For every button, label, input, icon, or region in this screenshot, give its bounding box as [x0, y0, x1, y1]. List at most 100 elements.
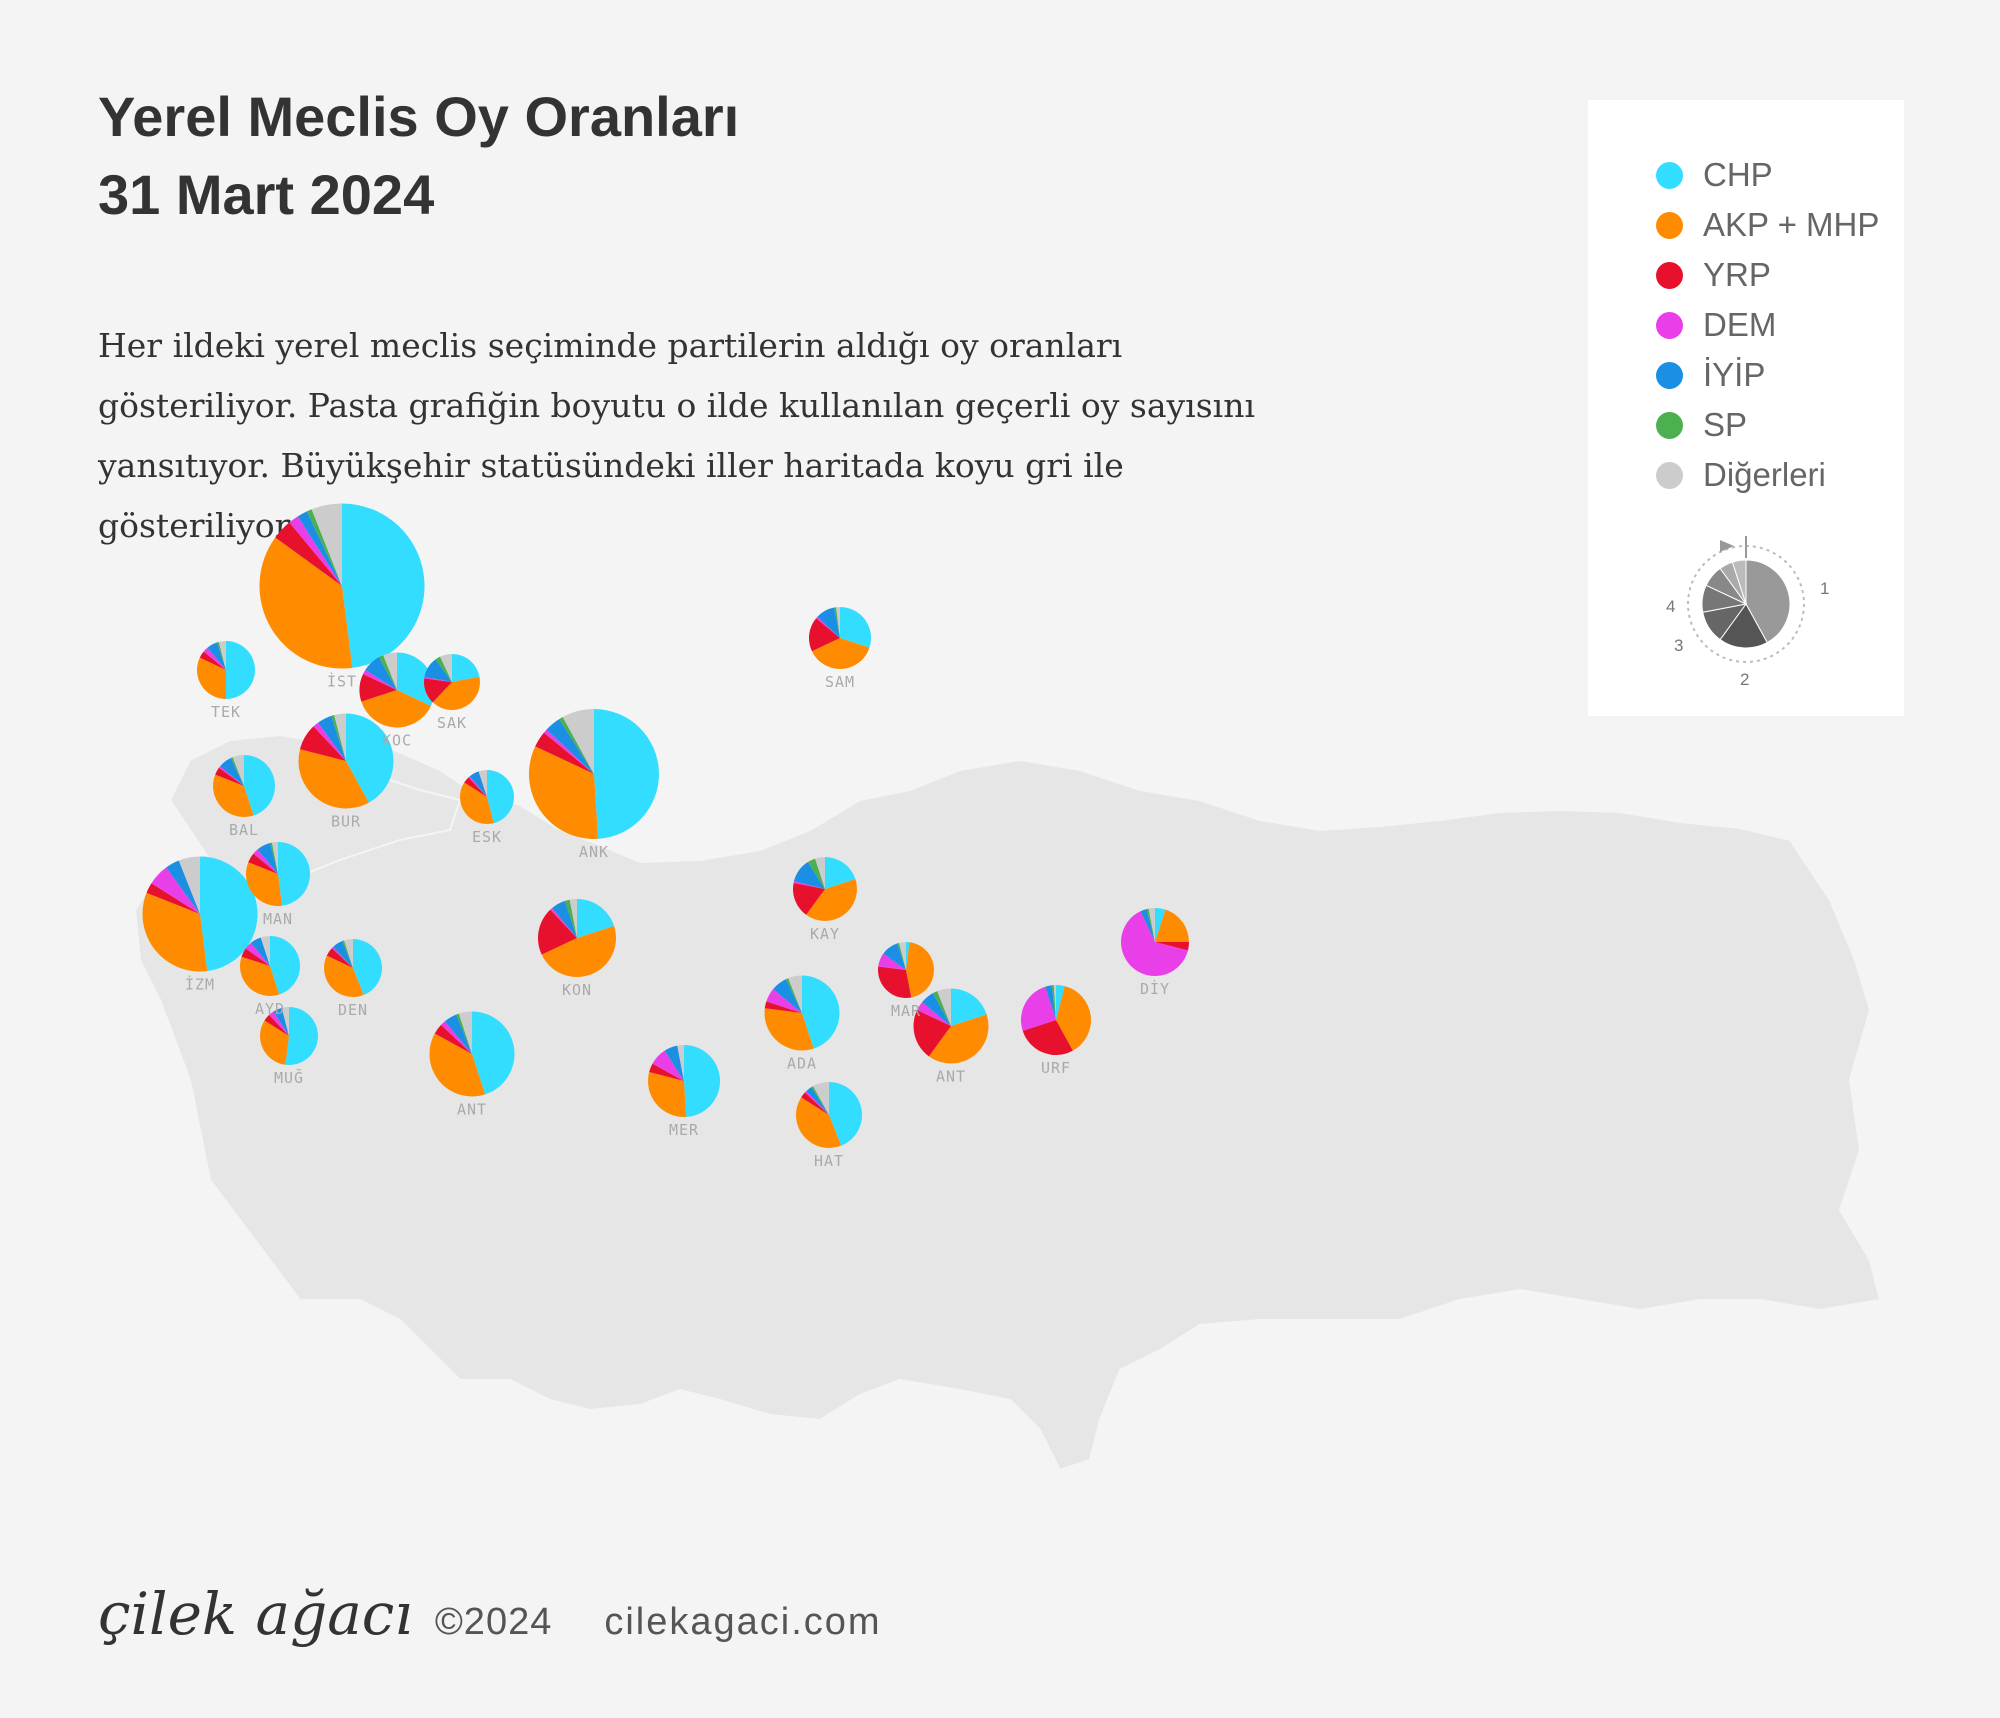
pie-slice [788, 975, 802, 1013]
order-pie-slice [1745, 559, 1791, 644]
pie-slice [199, 651, 226, 670]
province-pie [913, 988, 989, 1064]
pie-slice [344, 939, 353, 968]
pie-slice [801, 1092, 829, 1115]
province-label: DEN [338, 1001, 368, 1019]
province-pie [1120, 908, 1189, 977]
legend-swatch [1656, 361, 1683, 389]
website-link[interactable]: cilekagaci.com [604, 1601, 882, 1643]
order-pie-slice [1719, 603, 1768, 649]
title-line-1: Yerel Meclis Oy Oranları [98, 85, 740, 148]
pie-slice [1140, 909, 1155, 942]
province-pie [142, 856, 258, 972]
pie-slice [226, 641, 255, 699]
pie-slice [764, 1008, 814, 1051]
pie-slice [802, 975, 840, 1049]
pie-slice [806, 1087, 829, 1115]
pie-slice [331, 946, 353, 968]
pie-slice [353, 939, 382, 995]
pie-slice [269, 1011, 289, 1036]
pie-slice [552, 900, 577, 938]
pie-slice [594, 709, 659, 839]
legend-label: DEM [1703, 306, 1777, 343]
legend-swatch [1656, 311, 1683, 339]
pie-slice [270, 842, 278, 874]
pie-slice [899, 942, 906, 970]
pie-slice [323, 955, 364, 997]
pie-slice [440, 654, 452, 682]
page-title: Yerel Meclis Oy Oranları 31 Mart 2024 [98, 78, 739, 234]
province-pie [877, 942, 934, 998]
legend-item-iyip: İYİP [1656, 350, 1879, 400]
pie-slice [215, 767, 244, 786]
pie-slice [917, 1002, 951, 1026]
description-text: Her ildeki yerel meclis seçiminde partil… [98, 326, 1256, 545]
pie-slice [559, 717, 594, 774]
pie-slice [213, 774, 254, 817]
pie-slice [318, 715, 346, 761]
pie-slice [766, 989, 802, 1013]
brand-logo: çilek ağacı [98, 1580, 413, 1648]
pie-slice [537, 909, 577, 955]
pie-slice [793, 883, 825, 915]
pie-slice [878, 953, 906, 970]
province-label: URF [1041, 1059, 1071, 1077]
pie-slice [275, 522, 342, 586]
pie-slice [273, 1007, 289, 1036]
pie-slice [1056, 986, 1091, 1051]
pie-slice [1020, 986, 1056, 1031]
pie-slice [281, 1007, 289, 1036]
pie-slice [647, 1072, 687, 1118]
pie-slice [906, 942, 910, 970]
pie-slice [816, 616, 840, 638]
pie-slice [813, 1081, 829, 1115]
province-label: MUĞ [274, 1068, 304, 1087]
pie-slice [146, 883, 200, 914]
legend-item-digerleri: Diğerleri [1656, 450, 1879, 500]
pie-slice [434, 1024, 472, 1054]
legend-label: YRP [1703, 256, 1771, 293]
legend-swatch [1656, 261, 1683, 289]
pie-slice [259, 1020, 289, 1065]
pie-slice [435, 656, 452, 682]
pie-slice [541, 925, 617, 978]
province-pie [423, 654, 480, 710]
pie-slice [804, 1090, 829, 1115]
pie-slice [264, 1014, 289, 1036]
province-pie [213, 755, 275, 817]
pie-slice [825, 857, 856, 889]
pie-slice [260, 936, 270, 966]
pie-slice [808, 618, 840, 652]
province-pie [240, 936, 300, 996]
pie-slice [562, 709, 594, 774]
province-label: KON [562, 981, 592, 999]
province-pie [323, 939, 382, 997]
province-label: KAY [810, 925, 840, 943]
pie-slice [218, 766, 244, 786]
pie-slice [836, 606, 840, 638]
pie-slice [951, 988, 987, 1026]
province-label: KOC [382, 732, 412, 750]
order-pie-slice [1731, 559, 1747, 605]
pie-slice [432, 676, 480, 710]
province-label: ANT [936, 1068, 966, 1086]
pie-slice [677, 1045, 684, 1081]
province-label: ADA [787, 1055, 817, 1073]
pie-slice [550, 907, 577, 938]
pie-slice [253, 849, 278, 874]
pie-slice [764, 1001, 802, 1013]
legend-list: CHP AKP + MHP YRP DEM İYİP SP Diğerleri [1656, 150, 1879, 500]
pie-slice [811, 638, 870, 669]
pie-slice [342, 940, 353, 968]
province-label: ANK [579, 843, 609, 861]
pie-slice [652, 1050, 684, 1081]
pie-slice [207, 642, 226, 670]
pie-slice [877, 966, 912, 998]
pie-slice [1155, 908, 1166, 942]
order-diagram-pie [1701, 559, 1791, 649]
pie-slice [313, 722, 346, 761]
province-label: İZM [185, 975, 215, 994]
province-pie [359, 652, 435, 728]
legend-item-yrp: YRP [1656, 250, 1879, 300]
